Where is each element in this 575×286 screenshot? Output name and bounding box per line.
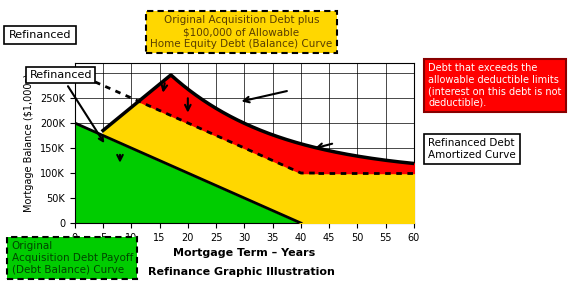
Text: Refinance Graphic Illustration: Refinance Graphic Illustration <box>148 267 335 277</box>
Text: Original Acquisition Debt plus
$100,000 of Allowable
Home Equity Debt (Balance) : Original Acquisition Debt plus $100,000 … <box>151 15 332 49</box>
Text: Refinanced: Refinanced <box>29 70 103 141</box>
Text: Debt that exceeds the
allowable deductible limits
(interest on this debt is not
: Debt that exceeds the allowable deductib… <box>428 63 562 108</box>
Text: Refinanced: Refinanced <box>9 30 71 40</box>
Y-axis label: Mortgage Balance ($1,000s): Mortgage Balance ($1,000s) <box>25 74 34 212</box>
Text: Refinanced Debt
Amortized Curve: Refinanced Debt Amortized Curve <box>428 138 516 160</box>
X-axis label: Mortgage Term – Years: Mortgage Term – Years <box>173 248 316 258</box>
Text: Original
Acquisition Debt Payoff
(Debt Balance) Curve: Original Acquisition Debt Payoff (Debt B… <box>12 241 133 275</box>
